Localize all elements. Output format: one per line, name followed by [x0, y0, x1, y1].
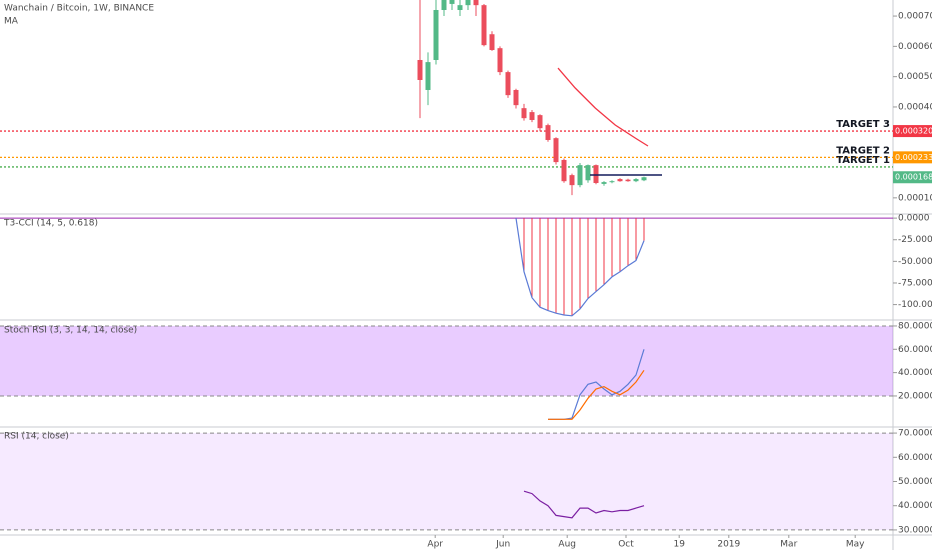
candle-body [585, 165, 591, 181]
x-tick-label: Apr [427, 540, 443, 550]
price-label: 0.0003204 [895, 127, 932, 136]
y-tick-label: 70.0000 [898, 429, 932, 439]
y-tick-label: 60.0000 [898, 345, 932, 355]
candle-body [465, 0, 471, 6]
candle-body [601, 182, 607, 184]
y-tick-label: 50.0000 [898, 477, 932, 487]
y-tick-label: -100.0000 [898, 300, 932, 310]
candle-body [449, 0, 455, 4]
indicator-line [523, 490, 645, 519]
candle-body [433, 9, 439, 60]
candle-body [617, 179, 623, 182]
y-tick-label: 40.0000 [898, 368, 932, 378]
x-tick-label: 19 [673, 540, 685, 550]
price-axis: 30.0000 40.0000 50.0000 60.0000 70.0000 [893, 429, 932, 535]
price-label-box [893, 125, 932, 138]
x-tick-label: May [846, 540, 865, 550]
pane [0, 432, 893, 531]
target-name: TARGET 1 [836, 155, 890, 166]
candle-body [505, 72, 511, 96]
candle-body [561, 159, 567, 182]
candle-body [633, 179, 639, 182]
candle-body [441, 0, 447, 10]
legend-entry: MA [4, 17, 19, 27]
pane-title: RSI (14, close) [4, 432, 69, 442]
y-tick-label: 0.0000 [898, 214, 930, 224]
indicator-line [515, 218, 645, 317]
y-tick-label: 0.0004000 [898, 102, 932, 112]
y-tick-label: 80.0000 [898, 321, 932, 331]
candle-body [457, 5, 463, 10]
y-tick-label: 30.0000 [898, 525, 932, 535]
ma-line [557, 67, 649, 147]
y-tick-label: 20.0000 [898, 391, 932, 401]
x-tick-label: Oct [618, 540, 634, 550]
candle-body [641, 177, 647, 181]
y-tick-label: 0.0001000 [898, 193, 932, 203]
pane-title: Wanchain / Bitcoin, 1W, BINANCE [4, 4, 154, 14]
price-axis: 0.0001000 0.0004000 0.0005000 0.0006000 0.00… [893, 12, 932, 203]
y-tick-label: 60.0000 [898, 453, 932, 463]
candle-body [593, 165, 599, 184]
y-tick-label: 40.0000 [898, 501, 932, 511]
candle-body [497, 48, 503, 73]
x-tick-label: 2019 [717, 540, 740, 550]
y-tick-label: -50.0000 [898, 257, 932, 267]
candle-body [513, 89, 519, 106]
price-label: 0.0002337 [895, 153, 932, 162]
candle-body [577, 165, 583, 186]
candle-body [481, 5, 487, 46]
y-tick-label: -75.0000 [898, 278, 932, 288]
pane [0, 325, 893, 420]
candle-body [609, 181, 615, 183]
y-tick-label: 0.0006000 [898, 42, 932, 52]
band [0, 433, 893, 530]
candle-body [521, 108, 527, 119]
y-tick-label: 0.0005000 [898, 72, 932, 82]
x-tick-label: Jun [495, 540, 510, 550]
candle-body [417, 59, 423, 80]
y-tick-label: 0.0007000 [898, 12, 932, 22]
pane-title: T3-CCI (14, 5, 0.618) [3, 219, 98, 229]
price-label-box [893, 151, 932, 164]
last-price-box [893, 171, 932, 184]
target-name: TARGET 2 [836, 145, 890, 156]
candle-body [537, 115, 543, 129]
x-tick-label: Mar [780, 540, 797, 550]
candle-body [569, 175, 575, 186]
target-name: TARGET 3 [836, 119, 890, 130]
candle-body [625, 179, 631, 182]
y-tick-label: -25.0000 [898, 235, 932, 245]
last-price-label: 0.0001680 [895, 173, 932, 182]
pane-title: Stoch RSI (3, 3, 14, 14, close) [4, 326, 137, 336]
candle-body [553, 138, 559, 163]
pane [0, 0, 893, 196]
indicator-line [548, 369, 645, 420]
band [0, 325, 893, 396]
x-tick-label: Aug [558, 540, 576, 550]
candle-body [425, 62, 431, 90]
candle-body [529, 112, 535, 120]
candle-body [545, 125, 551, 140]
price-axis: 20.0000 40.0000 60.0000 80.0000 [893, 321, 932, 401]
candle-body [489, 34, 495, 50]
pane [0, 217, 893, 317]
price-axis: -100.0000 -75.0000 -50.0000 -25.0000 0.0000 [893, 214, 932, 310]
candle-body [473, 0, 479, 6]
